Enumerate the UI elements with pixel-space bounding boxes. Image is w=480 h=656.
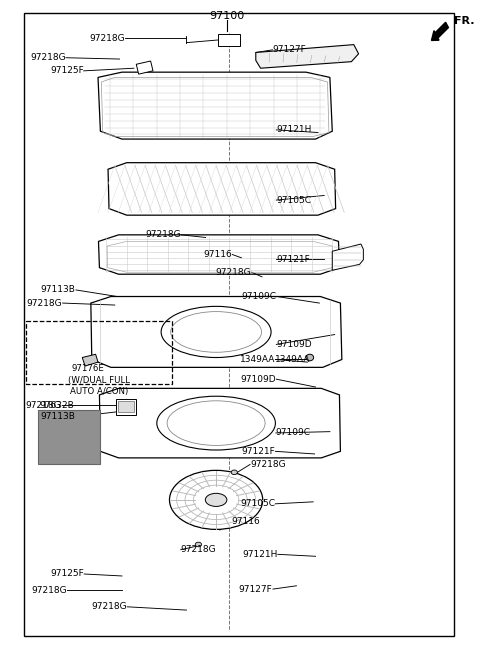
FancyArrow shape — [432, 22, 448, 41]
Text: FR.: FR. — [454, 16, 475, 26]
Polygon shape — [332, 244, 363, 270]
Text: 97218G: 97218G — [216, 268, 251, 277]
Text: 97121F: 97121F — [241, 447, 275, 456]
Text: 97121H: 97121H — [276, 125, 312, 134]
Text: 97218G: 97218G — [181, 545, 216, 554]
Text: 97113B: 97113B — [41, 285, 75, 295]
Text: 97109C: 97109C — [241, 292, 276, 301]
Text: 1349AA: 1349AA — [240, 355, 275, 364]
Ellipse shape — [195, 542, 202, 547]
Ellipse shape — [193, 485, 239, 514]
Bar — [38, 410, 100, 464]
Text: 97218G: 97218G — [145, 230, 181, 239]
Text: 97116: 97116 — [203, 250, 232, 259]
Bar — [217, 34, 240, 46]
Polygon shape — [91, 297, 342, 367]
Text: 97218G: 97218G — [26, 298, 62, 308]
Polygon shape — [136, 61, 153, 74]
Ellipse shape — [306, 354, 313, 361]
Text: 1349AA: 1349AA — [275, 355, 310, 364]
Text: 97116: 97116 — [231, 517, 260, 526]
Text: 97121H: 97121H — [242, 550, 277, 559]
Text: 97218G: 97218G — [91, 602, 127, 611]
Text: 97125F: 97125F — [50, 569, 84, 579]
Ellipse shape — [177, 475, 255, 525]
Text: 97109C: 97109C — [276, 428, 311, 438]
Ellipse shape — [161, 306, 271, 358]
Text: 97218G: 97218G — [250, 460, 286, 469]
Polygon shape — [98, 72, 332, 139]
Text: 97218G: 97218G — [25, 401, 61, 410]
Text: 97109D: 97109D — [276, 340, 312, 349]
Ellipse shape — [169, 470, 263, 529]
Text: 97125F: 97125F — [50, 66, 84, 75]
Bar — [26, 321, 172, 384]
Bar — [116, 399, 136, 415]
Ellipse shape — [167, 401, 265, 445]
Text: 97218G: 97218G — [31, 586, 67, 595]
Ellipse shape — [171, 312, 262, 352]
Polygon shape — [99, 388, 340, 458]
Polygon shape — [82, 354, 98, 366]
Polygon shape — [256, 45, 359, 68]
Polygon shape — [98, 235, 339, 274]
Text: 97105C: 97105C — [276, 195, 312, 205]
Text: (W/DUAL FULL
AUTO A/CON): (W/DUAL FULL AUTO A/CON) — [69, 376, 131, 396]
Text: 97127F: 97127F — [273, 45, 306, 54]
Text: 97113B: 97113B — [41, 412, 75, 421]
Bar — [118, 401, 134, 412]
Text: 97121F: 97121F — [276, 255, 310, 264]
Text: 97109D: 97109D — [240, 375, 276, 384]
Text: 97218G: 97218G — [30, 53, 66, 62]
Ellipse shape — [205, 493, 227, 506]
Ellipse shape — [231, 470, 238, 475]
Text: 97218G: 97218G — [90, 33, 125, 43]
Text: 97105C: 97105C — [240, 499, 275, 508]
Text: 97127F: 97127F — [239, 584, 273, 594]
Ellipse shape — [185, 480, 247, 520]
Text: 97100: 97100 — [209, 11, 245, 22]
Polygon shape — [108, 163, 336, 215]
Text: 97632B: 97632B — [39, 401, 74, 410]
Text: 97176E: 97176E — [71, 364, 104, 373]
Ellipse shape — [157, 396, 276, 450]
